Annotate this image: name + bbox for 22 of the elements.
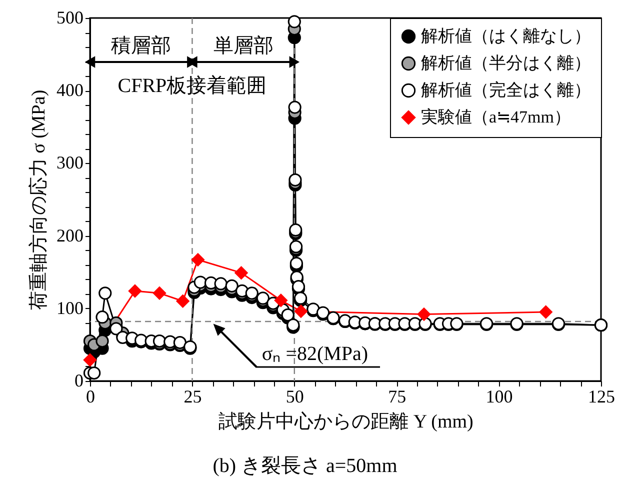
- legend-label: 解析値（完全はく離）: [421, 80, 591, 100]
- legend-label: 解析値（はく離なし）: [421, 26, 591, 46]
- x-axis-title: 試験片中心からの距離 Y (mm): [218, 410, 474, 432]
- x-tick-label: 50: [286, 386, 304, 406]
- y-tick-label: 300: [56, 152, 84, 173]
- y-tick-label: 0: [74, 370, 84, 390]
- annotation: 単層部: [213, 35, 274, 57]
- y-tick-label: 100: [56, 298, 84, 318]
- y-tick-label: 200: [56, 225, 84, 246]
- y-tick-label: 400: [56, 80, 84, 100]
- x-tick-label: 125: [588, 386, 615, 406]
- y-tick-label: 500: [56, 8, 84, 28]
- annotation: 積層部: [111, 35, 172, 57]
- legend-label: 実験値（a≒47mm）: [421, 108, 571, 126]
- x-tick-label: 25: [184, 386, 202, 406]
- legend-label: 解析値（半分はく離）: [421, 54, 591, 72]
- x-tick-label: 100: [486, 386, 513, 406]
- x-tick-label: 75: [388, 386, 406, 406]
- annotation: CFRP板接着範囲: [118, 74, 267, 97]
- ref-line-label: σₙ =82(MPa): [262, 343, 368, 365]
- y-axis-title: 荷重軸方向の応力 σ (MPa): [28, 90, 50, 310]
- text: (b) き裂長さ a=50mm: [212, 455, 398, 477]
